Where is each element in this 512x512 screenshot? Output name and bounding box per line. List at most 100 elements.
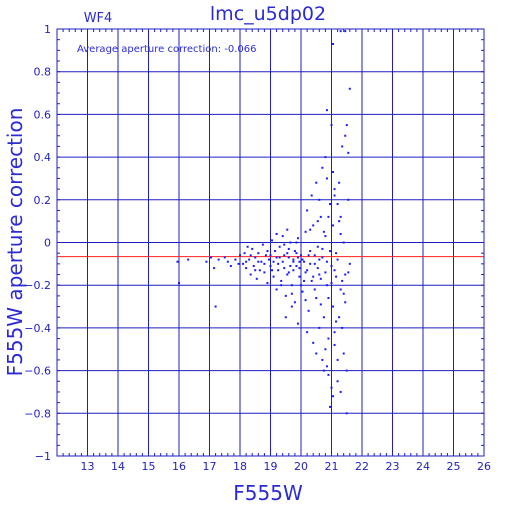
data-point: [348, 262, 351, 265]
data-point: [245, 260, 248, 263]
data-point: [319, 215, 322, 218]
data-point: [321, 358, 324, 361]
data-point: [295, 252, 298, 255]
data-point: [330, 124, 333, 127]
y-tick-label: −0.8: [24, 407, 51, 420]
data-point: [290, 305, 293, 308]
data-point: [283, 267, 286, 270]
data-point: [312, 341, 315, 344]
data-point: [272, 275, 275, 278]
data-point: [344, 134, 347, 137]
data-point: [336, 203, 339, 206]
data-point: [275, 288, 278, 291]
data-point: [345, 412, 348, 415]
data-point: [284, 294, 287, 297]
data-point: [301, 258, 304, 261]
data-point: [315, 297, 318, 300]
data-point: [342, 241, 345, 244]
x-tick-label: 19: [264, 460, 278, 473]
data-point: [213, 267, 216, 270]
data-point: [249, 254, 252, 257]
chart-title: lmc_u5dp02: [210, 3, 326, 25]
data-point: [332, 42, 335, 45]
data-point: [322, 369, 325, 372]
data-point: [245, 267, 248, 270]
data-point: [319, 303, 322, 306]
data-point: [254, 269, 257, 272]
data-point: [333, 343, 336, 346]
data-point: [336, 358, 339, 361]
data-point: [249, 273, 252, 276]
data-point: [304, 271, 307, 274]
data-point: [289, 241, 292, 244]
data-point: [242, 262, 245, 265]
data-point: [325, 365, 328, 368]
data-point: [272, 260, 275, 263]
x-tick-label: 22: [355, 460, 369, 473]
x-tick-label: 18: [233, 460, 247, 473]
data-point: [328, 203, 331, 206]
data-point: [332, 395, 335, 398]
data-point: [258, 269, 261, 272]
data-point: [338, 181, 341, 184]
data-point: [296, 237, 299, 240]
data-point: [327, 215, 330, 218]
data-point: [292, 260, 295, 263]
data-point: [301, 290, 304, 293]
data-point: [254, 256, 257, 259]
data-point: [248, 258, 251, 261]
data-point: [275, 232, 278, 235]
data-point: [295, 264, 298, 267]
y-tick-label: −0.2: [24, 279, 51, 292]
data-point: [339, 30, 342, 33]
data-point: [271, 239, 274, 242]
data-point: [322, 316, 325, 319]
y-tick-label: −0.4: [24, 322, 51, 335]
data-point: [327, 337, 330, 340]
data-point: [332, 305, 335, 308]
data-point: [330, 386, 333, 389]
data-point: [309, 262, 312, 265]
data-point: [298, 260, 301, 263]
data-point: [315, 181, 318, 184]
data-point: [309, 250, 312, 253]
data-point: [309, 228, 312, 231]
data-point: [287, 256, 290, 259]
data-point: [257, 260, 260, 263]
data-point: [287, 271, 290, 274]
data-point: [243, 252, 246, 255]
data-point: [278, 256, 281, 259]
data-point: [342, 352, 345, 355]
data-point: [293, 301, 296, 304]
data-point: [345, 369, 348, 372]
y-tick-label: 0.8: [34, 66, 52, 79]
data-point: [264, 254, 267, 257]
data-point: [315, 352, 318, 355]
data-point: [223, 256, 226, 259]
data-point: [341, 145, 344, 148]
data-point: [339, 288, 342, 291]
data-point: [316, 220, 319, 223]
data-point: [335, 252, 338, 255]
data-point: [234, 258, 237, 261]
data-point: [296, 256, 299, 259]
x-tick-label: 15: [142, 460, 156, 473]
data-point: [347, 198, 350, 201]
data-point: [348, 87, 351, 90]
data-point: [304, 230, 307, 233]
average-annotation: Average aperture correction: -0.066: [77, 44, 257, 55]
data-point: [306, 269, 309, 272]
data-point: [239, 254, 241, 257]
tick-labels: 13 14 15 16 17 18 19 20 21 22 23 24 25 26 1 0.8 0.6 0.4 0.…: [24, 23, 491, 473]
data-point: [338, 220, 341, 223]
data-point: [321, 166, 324, 169]
data-point: [313, 254, 316, 257]
data-point: [290, 292, 293, 295]
data-point: [332, 224, 335, 227]
data-point: [263, 271, 266, 274]
data-point: [341, 279, 344, 282]
data-point: [300, 254, 302, 257]
data-point: [275, 256, 278, 259]
